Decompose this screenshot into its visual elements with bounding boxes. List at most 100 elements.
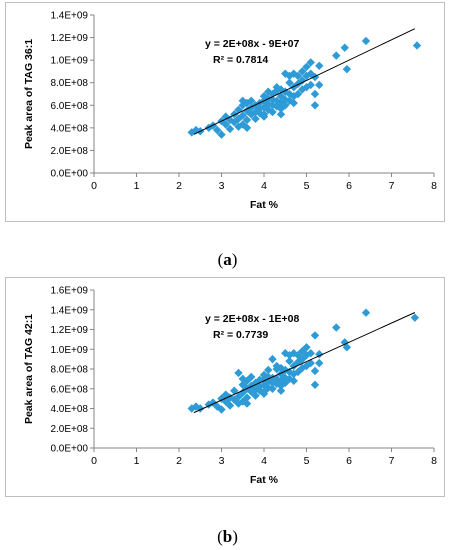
chart-b-data-point bbox=[410, 313, 420, 322]
chart-a-data-point bbox=[234, 114, 243, 124]
caption-a-close: ) bbox=[231, 250, 238, 269]
caption-a: (a) bbox=[0, 250, 455, 270]
chart-b-data-point bbox=[238, 388, 247, 397]
chart-b-data-point bbox=[289, 376, 298, 386]
chart-a-data-point bbox=[217, 130, 226, 139]
chart-b-data-point bbox=[268, 384, 277, 393]
chart-b-y-tick-label: 0.0E+00 bbox=[50, 444, 88, 455]
chart-a-data-point bbox=[310, 89, 320, 99]
chart-a-data-point bbox=[310, 101, 320, 110]
caption-b: (b) bbox=[0, 527, 455, 547]
chart-a-data-point bbox=[289, 98, 298, 108]
chart-a-data-point bbox=[268, 107, 277, 117]
chart-a-trendline bbox=[193, 28, 416, 135]
chart-b-data-point bbox=[217, 394, 226, 403]
chart-a-data-point bbox=[242, 98, 252, 108]
chart-a-data-point bbox=[230, 110, 239, 119]
chart-b-x-tick-label: 8 bbox=[431, 455, 437, 467]
chart-a-data-point bbox=[412, 41, 422, 50]
chart-a-data-point bbox=[187, 128, 196, 137]
chart-b-data-point bbox=[272, 374, 281, 384]
chart-b-data-point bbox=[285, 356, 294, 366]
chart-b-x-tick-label: 7 bbox=[389, 455, 395, 467]
chart-b-x-tick-label: 6 bbox=[346, 455, 352, 467]
chart-a-equation: y = 2E+08x - 9E+07 bbox=[205, 38, 299, 50]
chart-b-trendline bbox=[193, 312, 416, 414]
chart-b-data-point bbox=[276, 369, 286, 379]
chart-b-data-point bbox=[187, 404, 196, 413]
chart-b-y-tick-label: 1.0E+09 bbox=[50, 345, 88, 356]
chart-a-data-point bbox=[242, 123, 252, 133]
chart-b-data-point bbox=[213, 402, 222, 411]
chart-a-data-point bbox=[315, 61, 324, 70]
chart-b-data-point bbox=[342, 343, 352, 352]
chart-a-y-tick-label: 1.2E+09 bbox=[50, 33, 88, 44]
chart-b-data-point bbox=[208, 398, 218, 407]
chart-a-r-squared: R² = 0.7814 bbox=[213, 54, 268, 66]
chart-a-data-point bbox=[238, 101, 247, 110]
chart-a-x-tick-label: 8 bbox=[431, 180, 437, 192]
chart-a-data-point bbox=[221, 120, 230, 129]
chart-b-data-point bbox=[285, 374, 294, 384]
chart-a-y-tick-label: 4.0E+08 bbox=[50, 123, 88, 134]
chart-a-data-point bbox=[251, 107, 260, 117]
chart-a-data-point bbox=[230, 118, 239, 127]
chart-b-data-point bbox=[310, 366, 320, 376]
chart-a-x-tick-label: 4 bbox=[261, 180, 267, 192]
chart-b-data-point bbox=[306, 349, 315, 358]
chart-a-data-point bbox=[268, 101, 277, 110]
chart-a-data-point bbox=[238, 96, 247, 105]
chart-a-y-tick-label: 6.0E+08 bbox=[50, 101, 88, 112]
chart-b-y-axis-label: Peak area of TAG 42:1 bbox=[23, 314, 35, 424]
chart-b-data-point bbox=[315, 349, 324, 359]
chart-a-data-point bbox=[225, 124, 235, 134]
chart-b-data-point bbox=[276, 386, 286, 395]
chart-b-data-point bbox=[268, 354, 277, 364]
chart-a-y-tick-label: 0.0E+00 bbox=[50, 169, 88, 180]
chart-b-data-point bbox=[217, 405, 226, 414]
chart-a-data-point bbox=[251, 114, 260, 124]
chart-a-data-point bbox=[281, 101, 290, 110]
chart-a-x-tick-label: 0 bbox=[91, 180, 97, 192]
chart-a-data-point bbox=[247, 110, 256, 119]
chart-b-y-tick-label: 1.2E+09 bbox=[50, 325, 88, 336]
chart-b-data-point bbox=[242, 376, 252, 386]
chart-b-x-tick-label: 5 bbox=[304, 455, 310, 467]
chart-a-data-point bbox=[272, 83, 281, 92]
chart-a-data-point bbox=[315, 80, 324, 90]
chart-b-data-point bbox=[221, 390, 230, 399]
chart-b-data-point bbox=[272, 379, 281, 389]
chart-b-x-axis-label: Fat % bbox=[250, 474, 279, 486]
chart-a-data-point bbox=[221, 112, 230, 121]
chart-a-data-point bbox=[285, 78, 294, 87]
chart-b-data-point bbox=[230, 386, 239, 395]
chart-b-data-point bbox=[251, 385, 260, 394]
chart-a-data-point bbox=[298, 76, 307, 85]
chart-b-data-point bbox=[247, 372, 256, 382]
chart-b-data-point bbox=[332, 323, 341, 332]
chart-a-x-tick-label: 1 bbox=[134, 180, 140, 192]
chart-a-x-tick-label: 5 bbox=[304, 180, 310, 192]
chart-a-data-point bbox=[306, 80, 315, 90]
chart-b-y-tick-label: 4.0E+08 bbox=[50, 404, 88, 415]
chart-a-x-tick-label: 3 bbox=[219, 180, 225, 192]
chart-b-data-point bbox=[302, 343, 311, 352]
chart-a-panel: 0.0E+00 2.0E+08 4.0E+08 6.0E+08 8.0E+08 1.0E+… bbox=[5, 2, 445, 222]
chart-b-data-point bbox=[276, 381, 286, 390]
chart-b-data-point bbox=[310, 331, 320, 340]
chart-a-data-point bbox=[276, 110, 286, 119]
chart-a-data-point bbox=[259, 92, 269, 101]
chart-b-data-point bbox=[225, 401, 235, 410]
chart-b-data-point bbox=[302, 361, 311, 371]
chart-b-data-point bbox=[264, 365, 273, 375]
chart-a-x-tick-label: 7 bbox=[389, 180, 395, 192]
chart-b-data-point bbox=[264, 372, 273, 382]
chart-b-data-point bbox=[259, 389, 269, 398]
chart-b-x-tick-label: 4 bbox=[261, 455, 267, 467]
chart-b-data-point bbox=[289, 369, 298, 379]
chart-a-data-point bbox=[332, 51, 341, 60]
caption-b-letter: b bbox=[222, 527, 233, 546]
caption-a-open: ( bbox=[217, 250, 224, 269]
chart-a-data-point bbox=[247, 103, 256, 112]
chart-b-panel: 0.0E+00 2.0E+08 4.0E+08 6.0E+08 8.0E+08 1.0E+… bbox=[5, 277, 445, 497]
